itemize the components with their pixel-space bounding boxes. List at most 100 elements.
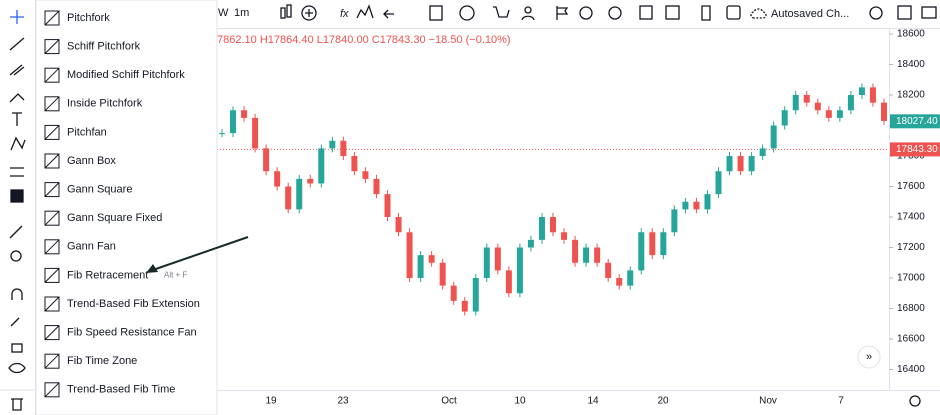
candle-body bbox=[472, 278, 479, 312]
candle-body bbox=[428, 255, 435, 263]
menu-icon-stroke bbox=[44, 10, 60, 26]
date-label: Oct bbox=[441, 396, 457, 407]
candle-body bbox=[825, 110, 832, 118]
candle-body bbox=[384, 194, 391, 217]
menu-icon-stroke bbox=[44, 325, 60, 340]
price-label: 18600 bbox=[897, 29, 925, 40]
price-label: 18400 bbox=[897, 59, 925, 70]
candle-body bbox=[583, 247, 590, 263]
candle-body bbox=[715, 171, 722, 195]
candle-body bbox=[340, 140, 347, 156]
menu-item-label[interactable]: Modified Schiff Pitchfork bbox=[67, 69, 185, 81]
price-label: 17200 bbox=[897, 242, 925, 253]
date-label: 10 bbox=[514, 396, 526, 407]
candle-body bbox=[759, 148, 766, 156]
menu-item-label[interactable]: Fib Speed Resistance Fan bbox=[67, 327, 197, 339]
menu-item-label[interactable]: Gann Fan bbox=[67, 241, 116, 253]
scroll-button[interactable] bbox=[857, 345, 881, 369]
scroll-icon[interactable]: » bbox=[866, 351, 872, 363]
plot: 1860018400182001800017800176001740017200… bbox=[217, 29, 940, 407]
candle-body bbox=[351, 156, 358, 172]
menu-icon bbox=[44, 382, 60, 398]
candle-body bbox=[307, 178, 314, 184]
menu-icon bbox=[44, 325, 60, 341]
candle-body bbox=[572, 239, 579, 263]
candle-body bbox=[241, 110, 248, 118]
menu-item-label[interactable]: Gann Box bbox=[67, 155, 116, 167]
price-tag bbox=[890, 114, 940, 129]
candle-body bbox=[395, 217, 402, 233]
price-label: 16600 bbox=[897, 334, 925, 345]
date-label: 20 bbox=[657, 396, 669, 407]
candle-body bbox=[748, 156, 755, 172]
candle-body bbox=[318, 148, 325, 184]
left-toolbar-icons[interactable] bbox=[8, 10, 26, 411]
price-label: 17600 bbox=[897, 181, 925, 192]
ohlc-legend: 7862.10 H17864.40 L17840.00 C17843.30 −1… bbox=[217, 34, 511, 46]
candle-body bbox=[494, 247, 501, 271]
menu-icon bbox=[44, 296, 60, 312]
candle-body bbox=[726, 156, 733, 172]
candle-body bbox=[417, 255, 424, 278]
candle-body bbox=[561, 232, 568, 240]
toolbar-icons[interactable] bbox=[280, 4, 937, 21]
candle-body bbox=[671, 209, 678, 233]
menu-icon-stroke bbox=[44, 296, 60, 312]
date-label: 14 bbox=[587, 396, 599, 407]
menu-item-label[interactable]: Fib Retracement bbox=[67, 269, 148, 281]
candle-body bbox=[638, 232, 645, 271]
candle-body bbox=[550, 217, 556, 233]
menu-icon-stroke bbox=[44, 125, 60, 140]
menu-item-label[interactable]: Trend-Based Fib Time bbox=[67, 384, 175, 396]
menu-icon-stroke bbox=[44, 182, 60, 197]
menu-icon bbox=[44, 267, 60, 283]
menu-item-label[interactable]: Pitchfork bbox=[67, 12, 110, 24]
candle-body bbox=[605, 262, 612, 278]
candle-body bbox=[594, 247, 601, 263]
annotation-arrow bbox=[149, 236, 249, 272]
menu-item-label[interactable]: Fib Time Zone bbox=[67, 355, 137, 367]
candle-body bbox=[814, 102, 821, 111]
candle-body bbox=[649, 232, 656, 256]
candle-body bbox=[505, 270, 512, 294]
date-label: 23 bbox=[337, 396, 349, 407]
interval-partial[interactable]: W bbox=[218, 7, 229, 19]
menu-icon bbox=[44, 96, 60, 112]
menu-item-label[interactable]: Schiff Pitchfork bbox=[67, 41, 141, 53]
settings-icon[interactable] bbox=[909, 395, 921, 407]
menu-icon bbox=[44, 39, 60, 55]
candle-body bbox=[219, 133, 225, 135]
menu-icon bbox=[44, 124, 60, 140]
menu-icon bbox=[44, 353, 60, 369]
candle-body bbox=[450, 285, 457, 301]
price-label: 16400 bbox=[897, 364, 925, 375]
menu-icon bbox=[44, 182, 60, 198]
menu-icon bbox=[44, 10, 60, 26]
menu-item-label[interactable]: Trend-Based Fib Extension bbox=[67, 298, 200, 310]
menu-item-label[interactable]: Gann Square Fixed bbox=[67, 212, 162, 224]
menu-items: Pitchfork Schiff Pitchfork Modified Schiff… bbox=[44, 10, 200, 398]
menu-icon bbox=[44, 239, 60, 255]
candle-body bbox=[836, 110, 843, 118]
menu-icon-stroke bbox=[44, 96, 60, 112]
candle-body bbox=[439, 262, 446, 286]
menu-item-label[interactable]: Pitchfan bbox=[67, 126, 107, 138]
candle-body bbox=[274, 171, 281, 187]
candle-body bbox=[781, 110, 788, 126]
menu-icon-stroke bbox=[44, 382, 60, 398]
fx-icon[interactable]: fx bbox=[340, 8, 349, 20]
menu-item-label[interactable]: Inside Pitchfork bbox=[67, 98, 143, 110]
candle-body bbox=[406, 232, 413, 278]
candle-body bbox=[616, 278, 623, 286]
candle-body bbox=[461, 300, 468, 312]
menu-item-label[interactable]: Gann Square bbox=[67, 184, 132, 196]
candle-body bbox=[660, 232, 667, 256]
candle-body bbox=[693, 201, 700, 210]
menu-icon-stroke bbox=[44, 153, 60, 169]
candle-body bbox=[869, 87, 876, 103]
layout-name[interactable]: Autosaved Ch... bbox=[771, 8, 849, 20]
menu-icon-stroke bbox=[44, 67, 60, 83]
interval[interactable]: 1m bbox=[234, 7, 249, 19]
candle-body bbox=[296, 178, 303, 210]
